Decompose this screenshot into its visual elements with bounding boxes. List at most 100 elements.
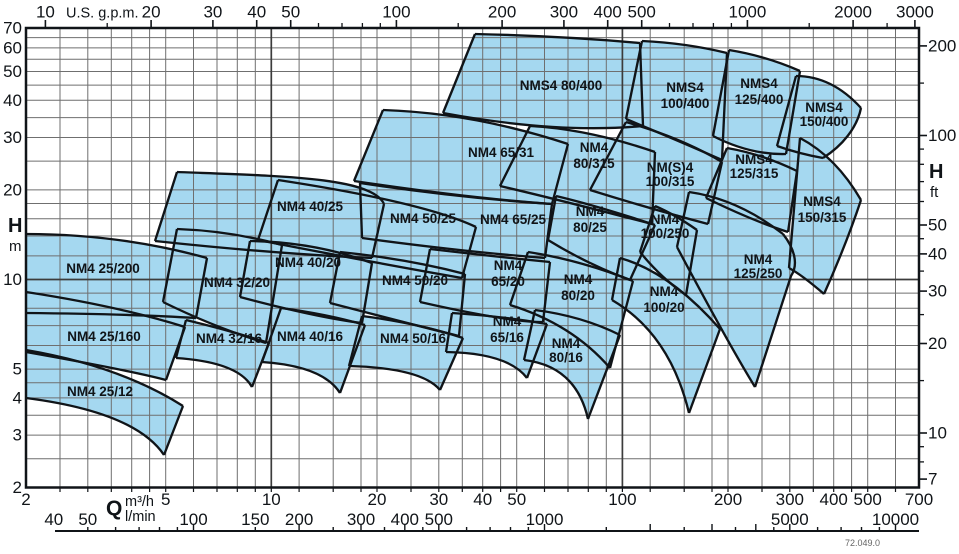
svg-text:NM4: NM4: [493, 314, 522, 329]
svg-text:ft: ft: [930, 184, 939, 201]
svg-text:20: 20: [3, 180, 22, 199]
svg-text:NMS4: NMS4: [803, 194, 841, 209]
svg-text:NMS4: NMS4: [735, 152, 773, 167]
svg-text:100/20: 100/20: [643, 300, 684, 315]
svg-text:2000: 2000: [834, 3, 872, 22]
svg-text:10: 10: [36, 3, 55, 22]
svg-text:70: 70: [3, 19, 22, 38]
svg-text:100/250: 100/250: [641, 226, 690, 241]
svg-text:1000: 1000: [526, 510, 564, 529]
svg-text:NM4 25/12: NM4 25/12: [67, 384, 133, 399]
svg-text:H: H: [8, 215, 22, 237]
svg-text:300: 300: [347, 510, 375, 529]
svg-text:10: 10: [3, 270, 22, 289]
svg-text:NM4: NM4: [576, 204, 605, 219]
svg-text:5000: 5000: [771, 510, 809, 529]
svg-text:200: 200: [488, 3, 516, 22]
svg-text:NM4: NM4: [651, 212, 680, 227]
svg-text:40: 40: [928, 244, 947, 263]
svg-text:NMS4: NMS4: [740, 76, 778, 91]
svg-text:NM4: NM4: [552, 336, 581, 351]
svg-text:NM4 65/31: NM4 65/31: [468, 145, 535, 160]
svg-text:NM(S)4: NM(S)4: [647, 160, 694, 175]
svg-text:1000: 1000: [728, 3, 766, 22]
svg-text:80/16: 80/16: [549, 350, 583, 365]
svg-text:7: 7: [928, 470, 937, 489]
svg-text:20: 20: [928, 334, 947, 353]
svg-text:40: 40: [473, 490, 492, 509]
svg-text:NM4 32/16: NM4 32/16: [196, 331, 263, 346]
svg-text:100: 100: [928, 126, 956, 145]
svg-text:50: 50: [78, 510, 97, 529]
svg-text:2: 2: [21, 490, 30, 509]
svg-text:50: 50: [928, 216, 947, 235]
svg-text:100/315: 100/315: [646, 174, 695, 189]
svg-text:100: 100: [608, 490, 636, 509]
svg-text:10000: 10000: [872, 510, 919, 529]
svg-text:10: 10: [928, 424, 947, 443]
svg-text:3000: 3000: [896, 3, 934, 22]
svg-text:NM4 25/160: NM4 25/160: [67, 329, 141, 344]
svg-text:NM4: NM4: [564, 272, 593, 287]
svg-text:100: 100: [179, 510, 207, 529]
svg-text:300: 300: [550, 3, 578, 22]
svg-text:NM4 40/16: NM4 40/16: [277, 329, 344, 344]
svg-text:NMS4: NMS4: [805, 100, 843, 115]
svg-text:700: 700: [905, 490, 933, 509]
svg-text:200: 200: [928, 36, 956, 55]
svg-text:30: 30: [203, 3, 222, 22]
svg-text:500: 500: [854, 490, 882, 509]
svg-text:400: 400: [391, 510, 419, 529]
svg-text:NMS4: NMS4: [666, 80, 704, 95]
svg-text:100: 100: [382, 3, 410, 22]
svg-text:30: 30: [928, 282, 947, 301]
svg-text:4: 4: [13, 388, 22, 407]
svg-text:40: 40: [3, 91, 22, 110]
svg-text:3: 3: [13, 426, 22, 445]
svg-text:80/315: 80/315: [573, 156, 615, 171]
svg-text:5: 5: [161, 490, 170, 509]
svg-text:NM4 40/20: NM4 40/20: [275, 255, 341, 270]
svg-text:30: 30: [429, 490, 448, 509]
svg-text:125/250: 125/250: [734, 266, 783, 281]
svg-text:NM4 25/200: NM4 25/200: [66, 261, 140, 276]
svg-text:100/400: 100/400: [661, 96, 710, 111]
svg-text:NM4 50/25: NM4 50/25: [390, 211, 457, 226]
svg-text:200: 200: [714, 490, 742, 509]
svg-text:50: 50: [281, 3, 300, 22]
svg-text:NMS4 80/400: NMS4 80/400: [520, 78, 603, 93]
svg-text:500: 500: [425, 510, 453, 529]
svg-text:Q: Q: [106, 497, 122, 520]
svg-text:60: 60: [3, 38, 22, 57]
svg-text:H: H: [929, 161, 943, 183]
svg-text:5: 5: [13, 360, 22, 379]
svg-text:NM4 50/20: NM4 50/20: [382, 273, 448, 288]
svg-text:U.S. g.p.m.: U.S. g.p.m.: [66, 6, 139, 22]
svg-text:40: 40: [247, 3, 266, 22]
svg-text:72.049.0: 72.049.0: [845, 538, 880, 548]
svg-text:NM4: NM4: [744, 252, 773, 267]
svg-text:500: 500: [628, 3, 656, 22]
svg-text:NM4: NM4: [580, 140, 609, 155]
svg-text:NM4: NM4: [494, 258, 523, 273]
svg-text:40: 40: [44, 510, 63, 529]
svg-text:150/400: 150/400: [800, 114, 849, 129]
svg-text:NM4 65/25: NM4 65/25: [480, 212, 547, 227]
svg-text:m³/h: m³/h: [125, 494, 154, 510]
svg-text:125/315: 125/315: [730, 166, 779, 181]
svg-text:20: 20: [368, 490, 387, 509]
svg-text:65/20: 65/20: [491, 274, 525, 289]
svg-text:m: m: [9, 238, 22, 255]
svg-text:65/16: 65/16: [490, 330, 524, 345]
svg-text:400: 400: [594, 3, 622, 22]
svg-text:10: 10: [262, 490, 281, 509]
svg-text:NM4: NM4: [650, 284, 679, 299]
svg-text:NM4 32/20: NM4 32/20: [204, 275, 270, 290]
svg-text:NM4 50/16: NM4 50/16: [380, 331, 447, 346]
svg-text:2: 2: [13, 478, 22, 497]
svg-text:150: 150: [241, 510, 269, 529]
svg-text:150/315: 150/315: [798, 210, 847, 225]
svg-text:125/400: 125/400: [735, 92, 784, 107]
svg-text:400: 400: [820, 490, 848, 509]
svg-text:300: 300: [776, 490, 804, 509]
